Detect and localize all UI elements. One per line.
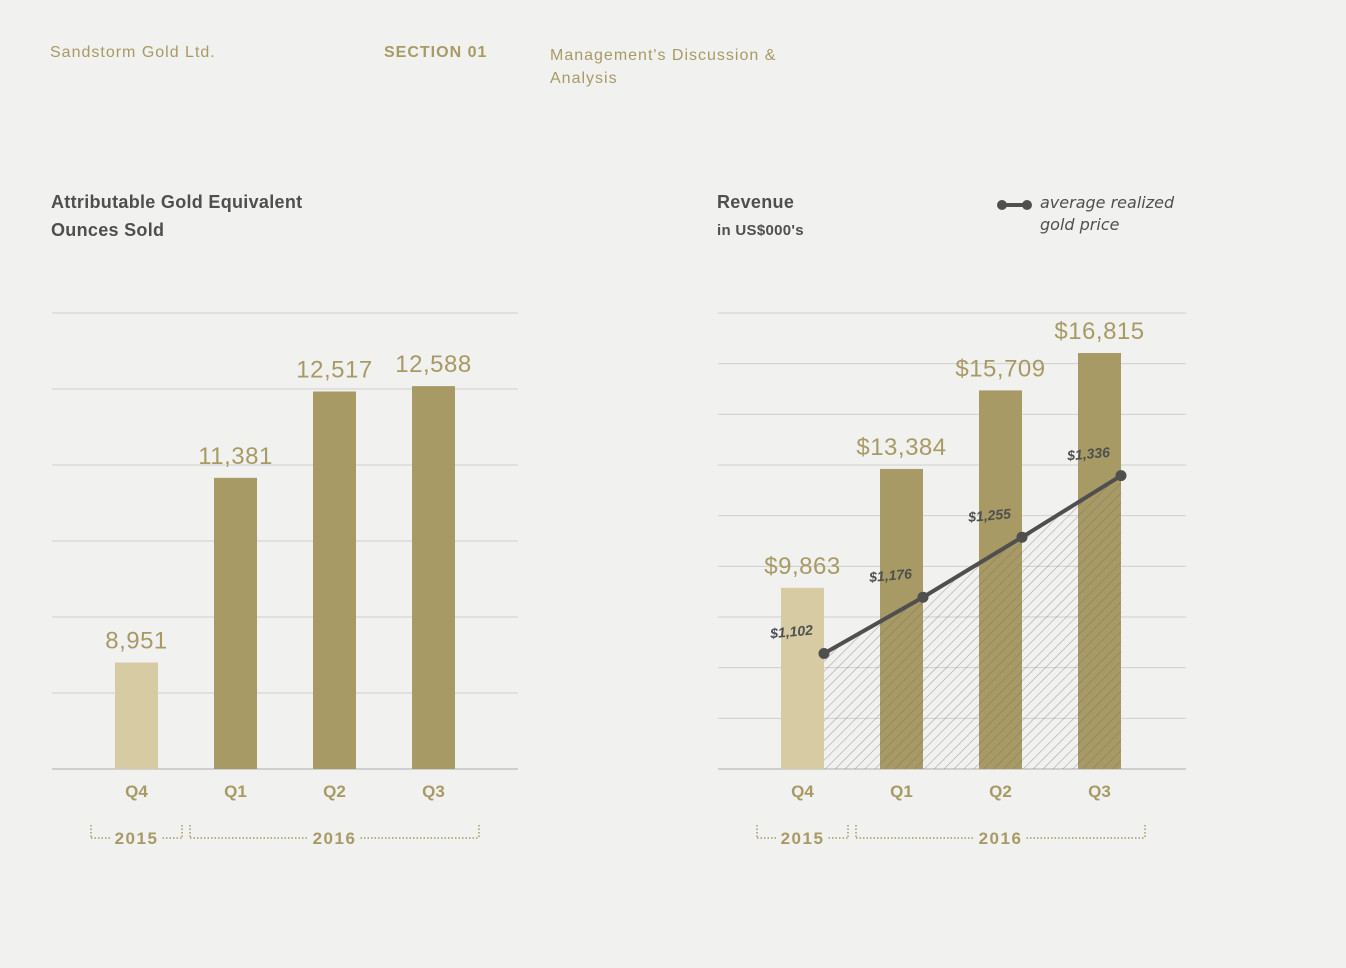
category-label: Q4 xyxy=(791,782,814,801)
company-name: Sandstorm Gold Ltd. xyxy=(50,44,216,61)
bar xyxy=(412,386,455,769)
gold-price-label: $1,336 xyxy=(1066,444,1111,464)
legend-label: average realized gold price xyxy=(1040,193,1175,234)
bar xyxy=(781,587,824,769)
category-label: Q3 xyxy=(1088,782,1111,801)
category-label: Q1 xyxy=(224,782,247,801)
bar-value-label: 12,588 xyxy=(395,351,471,378)
gold-price-point xyxy=(1115,470,1127,482)
year-label: 2016 xyxy=(979,829,1023,848)
bar xyxy=(313,391,356,769)
bar-value-label: 12,517 xyxy=(296,357,372,384)
category-label: Q2 xyxy=(323,782,346,801)
bar-value-label: $9,863 xyxy=(764,553,840,580)
year-label: 2015 xyxy=(115,829,159,848)
year-label: 2015 xyxy=(781,829,825,848)
category-label: Q4 xyxy=(125,782,148,801)
chart-legend: average realized gold price xyxy=(996,192,1190,236)
section-title: Management's Discussion & Analysis xyxy=(550,47,777,87)
gold-price-point xyxy=(818,647,830,659)
gold-ounces-chart-title: Attributable Gold Equivalent Ounces Sold xyxy=(51,192,303,240)
section-label: SECTION 01 xyxy=(384,44,488,61)
bar-value-label: 11,381 xyxy=(198,443,273,470)
bar xyxy=(115,662,158,769)
gold-price-point xyxy=(917,591,929,603)
bar-value-label: $16,815 xyxy=(1054,318,1144,345)
revenue-chart-title: Revenue xyxy=(717,192,795,212)
gold-price-line xyxy=(823,473,1123,656)
gold-price-label: $1,102 xyxy=(769,622,814,642)
line-area-hatch xyxy=(824,475,1121,769)
bar-value-label: $13,384 xyxy=(856,434,946,461)
line-marker-icon xyxy=(997,200,1032,210)
gold-price-point xyxy=(1016,531,1028,543)
category-label: Q2 xyxy=(989,782,1012,801)
bar-value-label: 8,951 xyxy=(105,628,168,655)
bar xyxy=(214,477,257,769)
category-label: Q1 xyxy=(890,782,913,801)
bar-value-label: $15,709 xyxy=(955,355,1045,382)
gold-price-label: $1,176 xyxy=(868,565,913,585)
gold-price-label: $1,255 xyxy=(967,505,1012,525)
year-label: 2016 xyxy=(313,829,357,848)
category-label: Q3 xyxy=(422,782,445,801)
revenue-chart-subtitle: in US$000's xyxy=(717,222,804,239)
